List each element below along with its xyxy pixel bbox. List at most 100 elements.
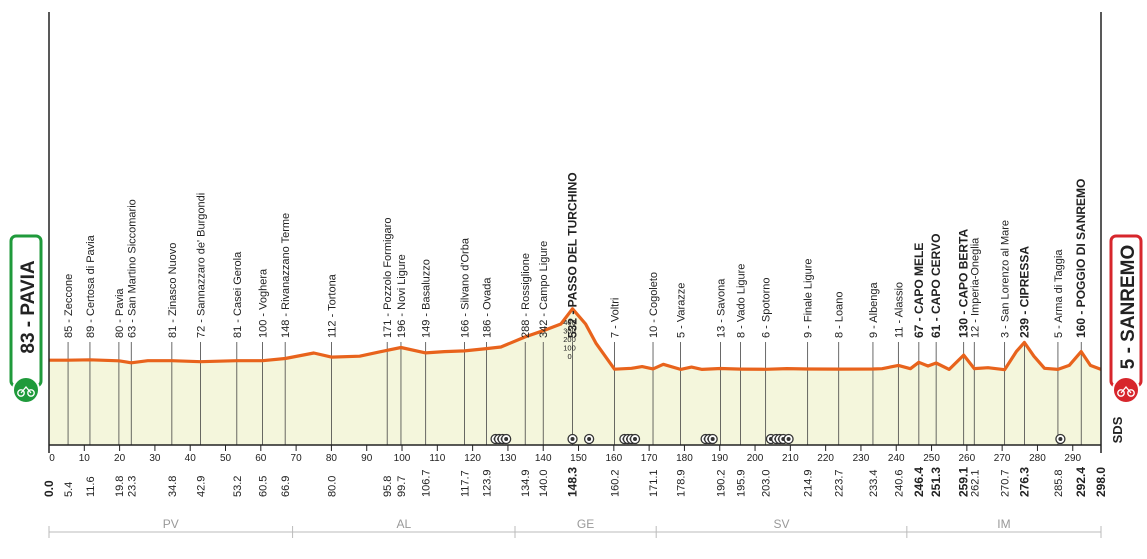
x-tick-label: 40: [185, 453, 197, 464]
finish-badge: 5 - SANREMO: [1109, 234, 1143, 404]
bike-frame: [1120, 385, 1132, 394]
province-code: PV: [163, 517, 179, 531]
km-label: 270.7: [1000, 469, 1012, 497]
province-code: AL: [396, 517, 411, 531]
km-label: 251.3: [929, 467, 943, 497]
km-label: 276.3: [1017, 467, 1031, 497]
location-label: 532 - PASSO DEL TURCHINO: [566, 172, 580, 338]
km-label: 53.2: [232, 476, 244, 497]
location-label: 5 - Arma di Taggia: [1053, 249, 1065, 338]
location-label: 80 - Pavia: [114, 288, 126, 338]
location-label: 61 - CAPO CERVO: [929, 234, 943, 338]
km-label: 5.4: [63, 482, 75, 497]
location-label: 12 - Imperia-Oneglia: [969, 237, 981, 338]
km-label: 190.2: [715, 469, 727, 497]
location-label: 6 - Spotorno: [761, 277, 773, 338]
x-tick-label: 270: [994, 453, 1011, 464]
x-tick-label: 120: [464, 453, 481, 464]
location-label: 112 - Tortona: [326, 273, 338, 338]
km-label: 178.9: [676, 469, 688, 497]
km-label: 233.4: [868, 469, 880, 497]
km-marker-dot: [633, 437, 638, 441]
location-label: 166 - Silvano d'Orba: [460, 237, 472, 338]
km-label: 117.7: [460, 470, 472, 497]
km-label: 298.0: [1094, 467, 1108, 497]
bike-wheel: [27, 389, 35, 397]
location-label: 342 - Campo Ligure: [538, 241, 550, 338]
start-badge: 83 - PAVIA: [9, 234, 43, 404]
km-label: 66.9: [280, 476, 292, 497]
km-label: 134.9: [520, 469, 532, 497]
location-label: 149 - Basaluzzo: [421, 259, 433, 338]
km-marker-dot: [587, 437, 592, 441]
x-tick-label: 180: [676, 453, 693, 464]
km-label: 262.1: [969, 469, 981, 497]
x-tick-label: 290: [1064, 453, 1081, 464]
km-label: 240.6: [893, 469, 905, 497]
location-name-labels: 85 - Zeccone 89 - Certosa di Pavia 80 - Pa…: [63, 172, 1088, 338]
start-badge-label: 83 - PAVIA: [18, 260, 39, 354]
km-label: 23.3: [126, 476, 138, 497]
province-code: GE: [577, 517, 594, 531]
x-tick-label: 50: [220, 453, 232, 464]
axis: [48, 12, 1102, 453]
km-label: 292.4: [1074, 467, 1088, 497]
bike-wheel: [17, 389, 25, 397]
x-tick-label: 240: [888, 453, 905, 464]
x-tick-label: 210: [782, 453, 799, 464]
km-label: 80.0: [326, 476, 338, 497]
x-tick-labels: 0 10 20 30 40 50 60 70 80 90 100 110 120 130 140 150 160…: [49, 453, 1081, 464]
location-label: 3 - San Lorenzo al Mare: [1000, 220, 1012, 338]
location-label: 196 - Novi Ligure: [396, 254, 408, 338]
location-label: 239 - CIPRESSA: [1017, 246, 1031, 338]
x-tick-label: 230: [853, 453, 870, 464]
x-tick-label: 170: [641, 453, 658, 464]
x-tick-label: 250: [923, 453, 940, 464]
profile-fill-area: [49, 308, 1101, 445]
finish-badge-label: 5 - SANREMO: [1118, 245, 1139, 370]
location-label: 7 - Voltri: [610, 298, 622, 338]
x-tick-label: 100: [394, 453, 411, 464]
x-tick-label: 140: [535, 453, 552, 464]
profile-line: [49, 307, 1102, 372]
km-label: 171.1: [648, 469, 660, 497]
location-label: 72 - Sannazzaro de' Burgondi: [195, 193, 207, 338]
location-label: 13 - Savona: [715, 278, 727, 338]
km-label: 285.8: [1053, 469, 1065, 497]
km-label: 42.9: [195, 476, 207, 497]
km-label: 95.8: [382, 476, 394, 497]
location-label: 130 - CAPO BERTA: [957, 229, 971, 338]
x-tick-label: 0: [49, 453, 55, 464]
km-label: 214.9: [803, 469, 815, 497]
x-tick-label: 280: [1029, 453, 1046, 464]
x-tick-label: 80: [326, 453, 338, 464]
x-tick-label: 220: [817, 453, 834, 464]
location-label: 81 - Casei Gerola: [232, 251, 244, 338]
x-tick-label: 20: [114, 453, 126, 464]
km-label: 140.0: [538, 469, 550, 497]
km-markers: [490, 433, 1066, 445]
x-tick-label: 60: [255, 453, 267, 464]
location-label: 85 - Zeccone: [63, 274, 75, 338]
location-label: 9 - Albenga: [868, 281, 880, 338]
location-label: 288 - Rossiglione: [520, 253, 532, 338]
location-label: 10 - Cogoleto: [648, 272, 660, 338]
km-label: 106.7: [421, 469, 433, 497]
location-label: 186 - Ovada: [481, 277, 493, 338]
location-label: 148 - Rivanazzano Terme: [280, 213, 292, 338]
province-code: SV: [774, 517, 790, 531]
elevation-scale-label: 300: [563, 326, 576, 335]
km-marker-dot: [786, 437, 791, 441]
km-label: 19.8: [114, 476, 126, 497]
km-label: 34.8: [167, 476, 179, 497]
province-bar: PV AL GE SV IM: [48, 517, 1102, 538]
km-label: 123.9: [481, 469, 493, 497]
km-marker-dot: [1058, 437, 1063, 441]
location-label: 11 - Alassio: [893, 282, 905, 338]
province-code: IM: [997, 517, 1010, 531]
x-tick-label: 90: [361, 453, 373, 464]
x-tick-label: 150: [570, 453, 587, 464]
km-label: 0.0: [42, 480, 56, 497]
